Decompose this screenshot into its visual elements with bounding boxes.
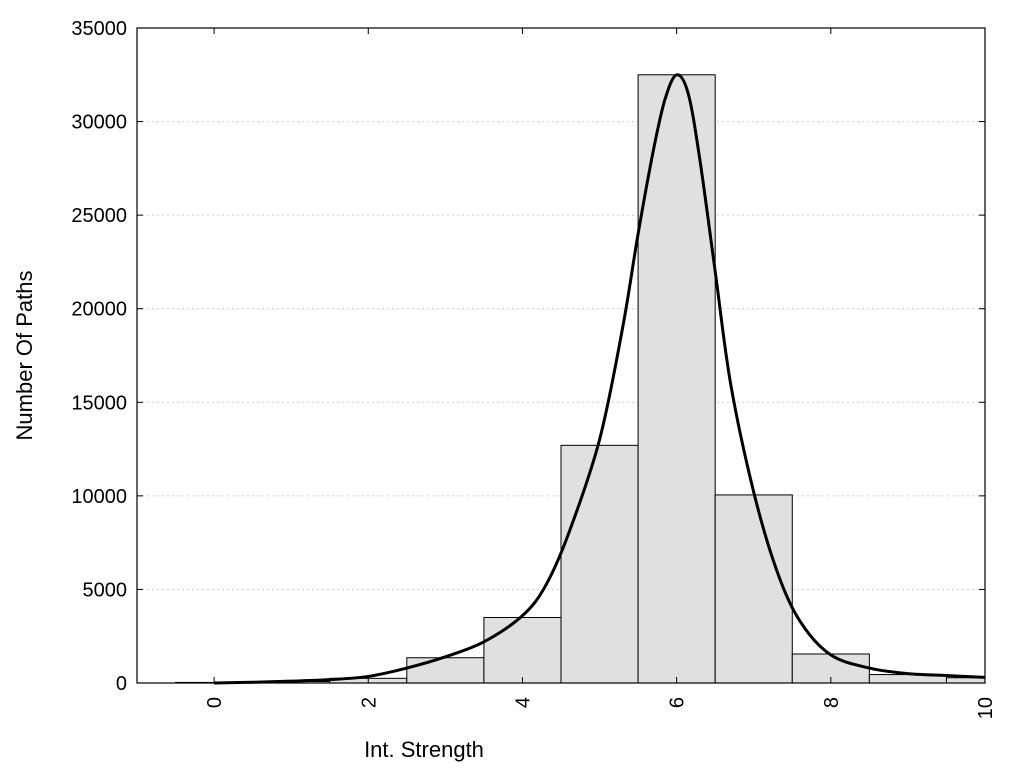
y-tick-label: 0 — [116, 673, 127, 695]
y-tick-label: 20000 — [71, 299, 127, 321]
x-tick-label: 8 — [821, 697, 843, 708]
plot-frame — [136, 27, 986, 684]
bars — [175, 74, 986, 684]
y-tick-label: 25000 — [71, 205, 127, 227]
histogram-bar — [406, 657, 485, 684]
histogram-bar — [714, 494, 793, 684]
y-tick-label: 30000 — [71, 112, 127, 134]
x-axis-label: Int. Strength — [364, 737, 484, 762]
y-axis-label: Number Of Paths — [12, 271, 37, 441]
histogram-bar — [560, 444, 639, 684]
y-tick-label: 35000 — [71, 18, 127, 40]
y-tick-label: 10000 — [71, 486, 127, 508]
x-tick-label: 10 — [975, 697, 997, 719]
x-tick-label: 6 — [667, 697, 689, 708]
x-tick-label: 2 — [358, 697, 380, 708]
histogram-bar — [483, 617, 562, 684]
y-tick-label: 15000 — [71, 392, 127, 414]
x-tick-label: 4 — [512, 697, 534, 708]
y-axis-ticks: 0 5000 10000 15000 20000 25000 30000 35000 — [71, 18, 985, 695]
fit-curve — [214, 73, 986, 685]
y-tick-label: 5000 — [83, 579, 128, 601]
x-tick-label: 0 — [204, 697, 226, 708]
gridlines — [137, 121, 985, 590]
x-axis-ticks: 0 2 4 6 8 10 — [204, 28, 997, 719]
